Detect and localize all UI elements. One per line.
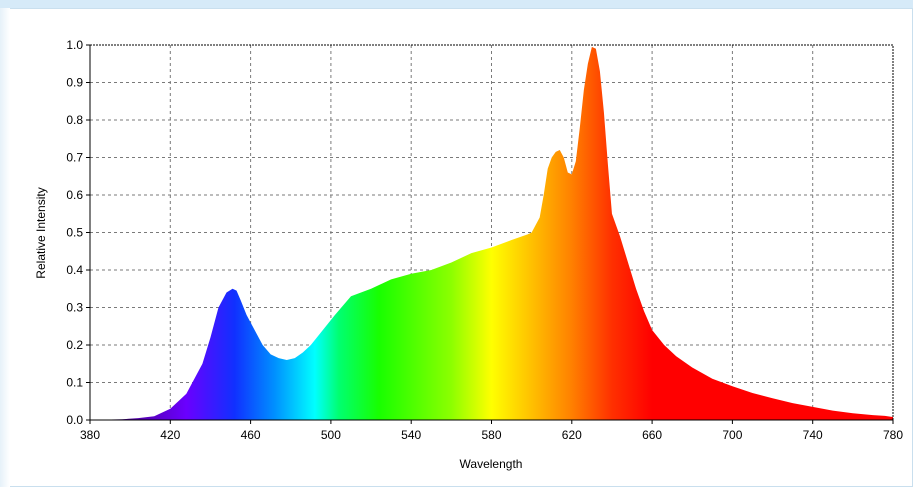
y-tick-label: 0.2 xyxy=(66,338,83,352)
y-axis-title: Relative Intensity xyxy=(34,187,48,278)
x-axis-title: Wavelength xyxy=(460,457,523,471)
spectrum-area xyxy=(90,46,893,420)
y-tick-label: 0.8 xyxy=(66,113,83,127)
y-tick-label: 0.1 xyxy=(66,376,83,390)
y-tick-label: 0.0 xyxy=(66,413,83,427)
axis-ticks: 380 420 460 500 540 580 620 660 700 740 780 0.0 0.1 0… xyxy=(66,38,903,442)
x-tick-label: 460 xyxy=(241,428,261,442)
x-tick-label: 660 xyxy=(642,428,662,442)
y-tick-label: 0.4 xyxy=(66,263,83,277)
y-tick-label: 0.6 xyxy=(66,188,83,202)
y-tick-label: 1.0 xyxy=(66,38,83,52)
x-tick-label: 420 xyxy=(160,428,180,442)
x-tick-label: 380 xyxy=(80,428,100,442)
x-tick-label: 620 xyxy=(562,428,582,442)
x-tick-label: 740 xyxy=(803,428,823,442)
x-tick-label: 500 xyxy=(321,428,341,442)
y-tick-label: 0.9 xyxy=(66,76,83,90)
x-tick-label: 540 xyxy=(401,428,421,442)
x-tick-label: 700 xyxy=(722,428,742,442)
y-tick-label: 0.3 xyxy=(66,301,83,315)
x-tick-label: 580 xyxy=(481,428,501,442)
y-tick-label: 0.7 xyxy=(66,151,83,165)
y-tick-label: 0.5 xyxy=(66,226,83,240)
x-tick-label: 780 xyxy=(883,428,903,442)
